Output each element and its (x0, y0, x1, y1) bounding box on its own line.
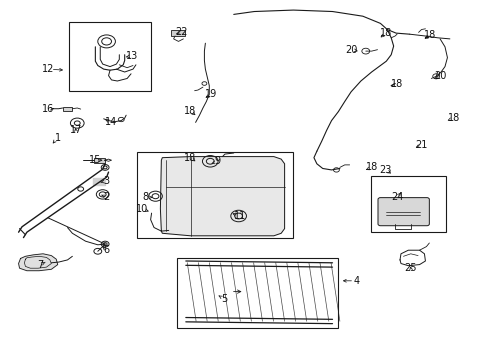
Polygon shape (19, 254, 58, 271)
Text: 18: 18 (423, 30, 436, 40)
Text: 17: 17 (69, 125, 82, 135)
Text: 18: 18 (183, 153, 196, 163)
Text: 1: 1 (55, 132, 61, 143)
Text: 19: 19 (204, 89, 217, 99)
Bar (370, 176, 445, 232)
Text: 3: 3 (103, 176, 109, 186)
Bar (62, 107, 72, 111)
Text: 20: 20 (344, 45, 357, 55)
Text: 8: 8 (142, 192, 148, 202)
Bar (69, 22, 150, 91)
Text: 18: 18 (365, 162, 377, 172)
Text: 6: 6 (103, 245, 109, 255)
Polygon shape (160, 157, 284, 236)
Text: 20: 20 (433, 71, 446, 81)
Text: 15: 15 (88, 155, 101, 165)
Text: 23: 23 (378, 165, 391, 175)
Text: 25: 25 (404, 263, 416, 273)
Text: 5: 5 (221, 294, 226, 304)
Text: 16: 16 (41, 104, 54, 114)
Text: 18: 18 (379, 28, 392, 38)
Text: 18: 18 (183, 106, 196, 116)
Text: 13: 13 (125, 51, 138, 61)
Bar (171, 30, 184, 36)
Bar (94, 158, 104, 163)
Text: 12: 12 (41, 64, 54, 74)
Text: 11: 11 (233, 211, 245, 221)
Text: 2: 2 (103, 192, 109, 202)
Polygon shape (93, 178, 104, 185)
Text: 9: 9 (214, 156, 220, 166)
Text: 18: 18 (447, 113, 459, 123)
FancyBboxPatch shape (377, 198, 428, 226)
Text: 24: 24 (390, 192, 403, 202)
Bar (137, 152, 293, 238)
Text: 4: 4 (353, 276, 359, 286)
Bar (177, 258, 338, 328)
Text: 7: 7 (37, 260, 43, 270)
Text: 22: 22 (175, 27, 188, 37)
Text: 18: 18 (390, 78, 403, 89)
Text: 14: 14 (105, 117, 118, 127)
Text: 10: 10 (135, 204, 148, 214)
Text: 21: 21 (414, 140, 427, 150)
